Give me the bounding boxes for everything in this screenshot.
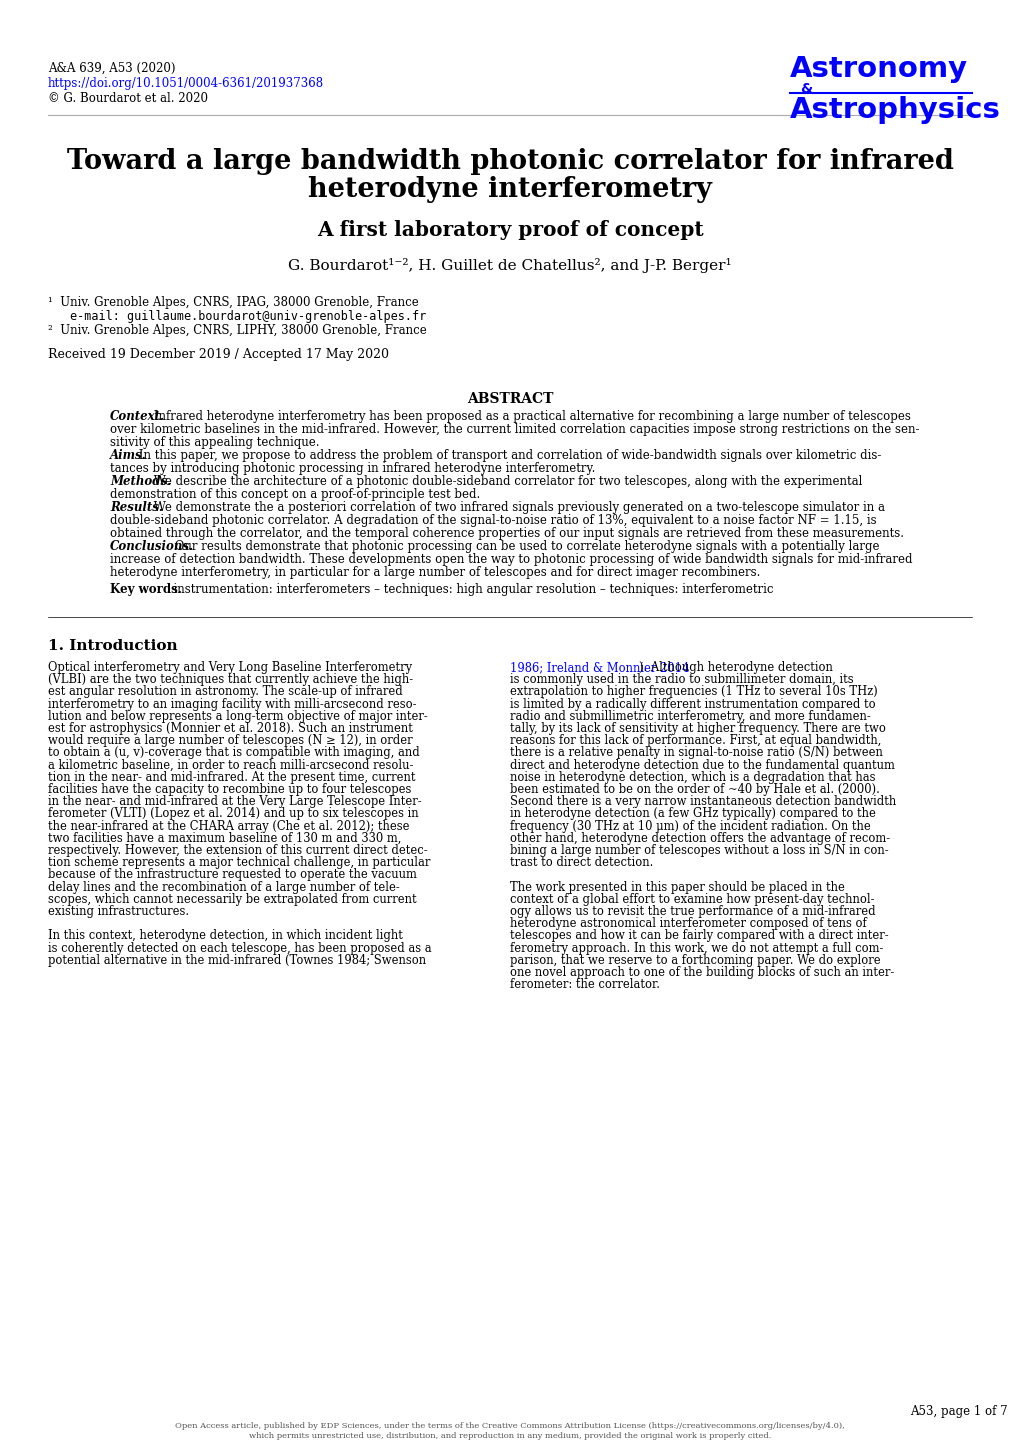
Text: delay lines and the recombination of a large number of tele-: delay lines and the recombination of a l…	[48, 881, 399, 894]
Text: © G. Bourdarot et al. 2020: © G. Bourdarot et al. 2020	[48, 92, 208, 105]
Text: is commonly used in the radio to submillimeter domain, its: is commonly used in the radio to submill…	[510, 673, 853, 686]
Text: heterodyne interferometry, in particular for a large number of telescopes and fo: heterodyne interferometry, in particular…	[110, 567, 759, 580]
Text: tion in the near- and mid-infrared. At the present time, current: tion in the near- and mid-infrared. At t…	[48, 771, 415, 784]
Text: sitivity of this appealing technique.: sitivity of this appealing technique.	[110, 435, 319, 448]
Text: ²  Univ. Grenoble Alpes, CNRS, LIPHY, 38000 Grenoble, France: ² Univ. Grenoble Alpes, CNRS, LIPHY, 380…	[48, 324, 426, 337]
Text: interferometry to an imaging facility with milli-arcsecond reso-: interferometry to an imaging facility wi…	[48, 698, 416, 711]
Text: is limited by a radically different instrumentation compared to: is limited by a radically different inst…	[510, 698, 874, 711]
Text: in the near- and mid-infrared at the Very Large Telescope Inter-: in the near- and mid-infrared at the Ver…	[48, 795, 421, 808]
Text: reasons for this lack of performance. First, at equal bandwidth,: reasons for this lack of performance. Fi…	[510, 734, 880, 747]
Text: there is a relative penalty in signal-to-noise ratio (S/N) between: there is a relative penalty in signal-to…	[510, 747, 882, 760]
Text: 1986; Ireland & Monnier 2014: 1986; Ireland & Monnier 2014	[510, 660, 689, 673]
Text: ogy allows us to revisit the true performance of a mid-infrared: ogy allows us to revisit the true perfor…	[510, 906, 874, 919]
Text: other hand, heterodyne detection offers the advantage of recom-: other hand, heterodyne detection offers …	[510, 832, 890, 845]
Text: demonstration of this concept on a proof-of-principle test bed.: demonstration of this concept on a proof…	[110, 487, 480, 500]
Text: facilities have the capacity to recombine up to four telescopes: facilities have the capacity to recombin…	[48, 783, 411, 796]
Text: Astronomy: Astronomy	[790, 55, 967, 84]
Text: been estimated to be on the order of ~40 by Hale et al. (2000).: been estimated to be on the order of ~40…	[510, 783, 879, 796]
Text: Astrophysics: Astrophysics	[790, 97, 1000, 124]
Text: Methods.: Methods.	[110, 474, 171, 487]
Text: in heterodyne detection (a few GHz typically) compared to the: in heterodyne detection (a few GHz typic…	[510, 808, 875, 820]
Text: respectively. However, the extension of this current direct detec-: respectively. However, the extension of …	[48, 844, 427, 857]
Text: est angular resolution in astronomy. The scale-up of infrared: est angular resolution in astronomy. The…	[48, 685, 403, 698]
Text: frequency (30 THz at 10 μm) of the incident radiation. On the: frequency (30 THz at 10 μm) of the incid…	[510, 819, 870, 832]
Text: G. Bourdarot¹⁻², H. Guillet de Chatellus², and J-P. Berger¹: G. Bourdarot¹⁻², H. Guillet de Chatellus…	[288, 258, 731, 273]
Text: We describe the architecture of a photonic double-sideband correlator for two te: We describe the architecture of a photon…	[150, 474, 862, 487]
Text: increase of detection bandwidth. These developments open the way to photonic pro: increase of detection bandwidth. These d…	[110, 552, 912, 567]
Text: In this context, heterodyne detection, in which incident light: In this context, heterodyne detection, i…	[48, 930, 403, 943]
Text: which permits unrestricted use, distribution, and reproduction in any medium, pr: which permits unrestricted use, distribu…	[249, 1432, 770, 1441]
Text: A first laboratory proof of concept: A first laboratory proof of concept	[316, 221, 703, 239]
Text: double-sideband photonic correlator. A degradation of the signal-to-noise ratio : double-sideband photonic correlator. A d…	[110, 513, 875, 526]
Text: existing infrastructures.: existing infrastructures.	[48, 906, 189, 919]
Text: instrumentation: interferometers – techniques: high angular resolution – techniq: instrumentation: interferometers – techn…	[166, 583, 772, 596]
Text: ¹  Univ. Grenoble Alpes, CNRS, IPAG, 38000 Grenoble, France: ¹ Univ. Grenoble Alpes, CNRS, IPAG, 3800…	[48, 296, 419, 309]
Text: Our results demonstrate that photonic processing can be used to correlate hetero: Our results demonstrate that photonic pr…	[170, 539, 878, 552]
Text: heterodyne astronomical interferometer composed of tens of: heterodyne astronomical interferometer c…	[510, 917, 866, 930]
Text: Received 19 December 2019 / Accepted 17 May 2020: Received 19 December 2019 / Accepted 17 …	[48, 348, 388, 360]
Text: bining a large number of telescopes without a loss in S/N in con-: bining a large number of telescopes with…	[510, 844, 888, 857]
Text: a kilometric baseline, in order to reach milli-arcsecond resolu-: a kilometric baseline, in order to reach…	[48, 758, 413, 771]
Text: Key words.: Key words.	[110, 583, 181, 596]
Text: lution and below represents a long-term objective of major inter-: lution and below represents a long-term …	[48, 709, 427, 722]
Text: Conclusions.: Conclusions.	[110, 539, 194, 552]
Text: telescopes and how it can be fairly compared with a direct inter-: telescopes and how it can be fairly comp…	[510, 930, 888, 943]
Text: potential alternative in the mid-infrared (Townes 1984; Swenson: potential alternative in the mid-infrare…	[48, 953, 426, 966]
Text: Context.: Context.	[110, 410, 165, 423]
Text: tally, by its lack of sensitivity at higher frequency. There are two: tally, by its lack of sensitivity at hig…	[510, 722, 886, 735]
Text: (VLBI) are the two techniques that currently achieve the high-: (VLBI) are the two techniques that curre…	[48, 673, 413, 686]
Text: tion scheme represents a major technical challenge, in particular: tion scheme represents a major technical…	[48, 857, 430, 870]
Text: ferometer (VLTI) (Lopez et al. 2014) and up to six telescopes in: ferometer (VLTI) (Lopez et al. 2014) and…	[48, 808, 418, 820]
Text: Open Access article, published by EDP Sciences, under the terms of the Creative : Open Access article, published by EDP Sc…	[175, 1422, 844, 1430]
Text: https://doi.org/10.1051/0004-6361/201937368: https://doi.org/10.1051/0004-6361/201937…	[48, 76, 324, 89]
Text: because of the infrastructure requested to operate the vacuum: because of the infrastructure requested …	[48, 868, 417, 881]
Text: tances by introducing photonic processing in infrared heterodyne interferometry.: tances by introducing photonic processin…	[110, 461, 595, 474]
Text: A&A 639, A53 (2020): A&A 639, A53 (2020)	[48, 62, 175, 75]
Text: is coherently detected on each telescope, has been proposed as a: is coherently detected on each telescope…	[48, 942, 431, 955]
Text: parison, that we reserve to a forthcoming paper. We do explore: parison, that we reserve to a forthcomin…	[510, 953, 879, 966]
Text: radio and submillimetric interferometry, and more fundamen-: radio and submillimetric interferometry,…	[510, 709, 870, 722]
Text: The work presented in this paper should be placed in the: The work presented in this paper should …	[510, 881, 844, 894]
Text: Results.: Results.	[110, 500, 163, 513]
Text: context of a global effort to examine how present-day technol-: context of a global effort to examine ho…	[510, 893, 873, 906]
Text: In this paper, we propose to address the problem of transport and correlation of: In this paper, we propose to address the…	[136, 448, 880, 461]
Text: Toward a large bandwidth photonic correlator for infrared: Toward a large bandwidth photonic correl…	[66, 149, 953, 174]
Text: Infrared heterodyne interferometry has been proposed as a practical alternative : Infrared heterodyne interferometry has b…	[150, 410, 910, 423]
Text: ). Although heterodyne detection: ). Although heterodyne detection	[638, 660, 833, 673]
Text: Second there is a very narrow instantaneous detection bandwidth: Second there is a very narrow instantane…	[510, 795, 896, 808]
Text: noise in heterodyne detection, which is a degradation that has: noise in heterodyne detection, which is …	[510, 771, 874, 784]
Text: e-mail: guillaume.bourdarot@univ-grenoble-alpes.fr: e-mail: guillaume.bourdarot@univ-grenobl…	[70, 310, 426, 323]
Text: obtained through the correlator, and the temporal coherence properties of our in: obtained through the correlator, and the…	[110, 526, 903, 539]
Text: heterodyne interferometry: heterodyne interferometry	[308, 176, 711, 203]
Text: ferometry approach. In this work, we do not attempt a full com-: ferometry approach. In this work, we do …	[510, 942, 882, 955]
Text: direct and heterodyne detection due to the fundamental quantum: direct and heterodyne detection due to t…	[510, 758, 894, 771]
Text: would require a large number of telescopes (N ≥ 12), in order: would require a large number of telescop…	[48, 734, 413, 747]
Text: two facilities have a maximum baseline of 130 m and 330 m,: two facilities have a maximum baseline o…	[48, 832, 401, 845]
Text: Aims.: Aims.	[110, 448, 147, 461]
Text: extrapolation to higher frequencies (1 THz to several 10s THz): extrapolation to higher frequencies (1 T…	[510, 685, 877, 698]
Text: ferometer: the correlator.: ferometer: the correlator.	[510, 978, 659, 991]
Text: &: &	[799, 82, 811, 97]
Text: 1. Introduction: 1. Introduction	[48, 639, 177, 653]
Text: one novel approach to one of the building blocks of such an inter-: one novel approach to one of the buildin…	[510, 966, 894, 979]
Text: We demonstrate the a posteriori correlation of two infrared signals previously g: We demonstrate the a posteriori correlat…	[150, 500, 884, 513]
Text: over kilometric baselines in the mid-infrared. However, the current limited corr: over kilometric baselines in the mid-inf…	[110, 423, 918, 435]
Text: A53, page 1 of 7: A53, page 1 of 7	[909, 1405, 1007, 1417]
Text: scopes, which cannot necessarily be extrapolated from current: scopes, which cannot necessarily be extr…	[48, 893, 416, 906]
Text: ABSTRACT: ABSTRACT	[467, 392, 552, 407]
Text: Optical interferometry and Very Long Baseline Interferometry: Optical interferometry and Very Long Bas…	[48, 660, 412, 673]
Text: to obtain a (u, v)-coverage that is compatible with imaging, and: to obtain a (u, v)-coverage that is comp…	[48, 747, 420, 760]
Text: est for astrophysics (Monnier et al. 2018). Such an instrument: est for astrophysics (Monnier et al. 201…	[48, 722, 413, 735]
Text: trast to direct detection.: trast to direct detection.	[510, 857, 653, 870]
Text: the near-infrared at the CHARA array (Che et al. 2012); these: the near-infrared at the CHARA array (Ch…	[48, 819, 409, 832]
